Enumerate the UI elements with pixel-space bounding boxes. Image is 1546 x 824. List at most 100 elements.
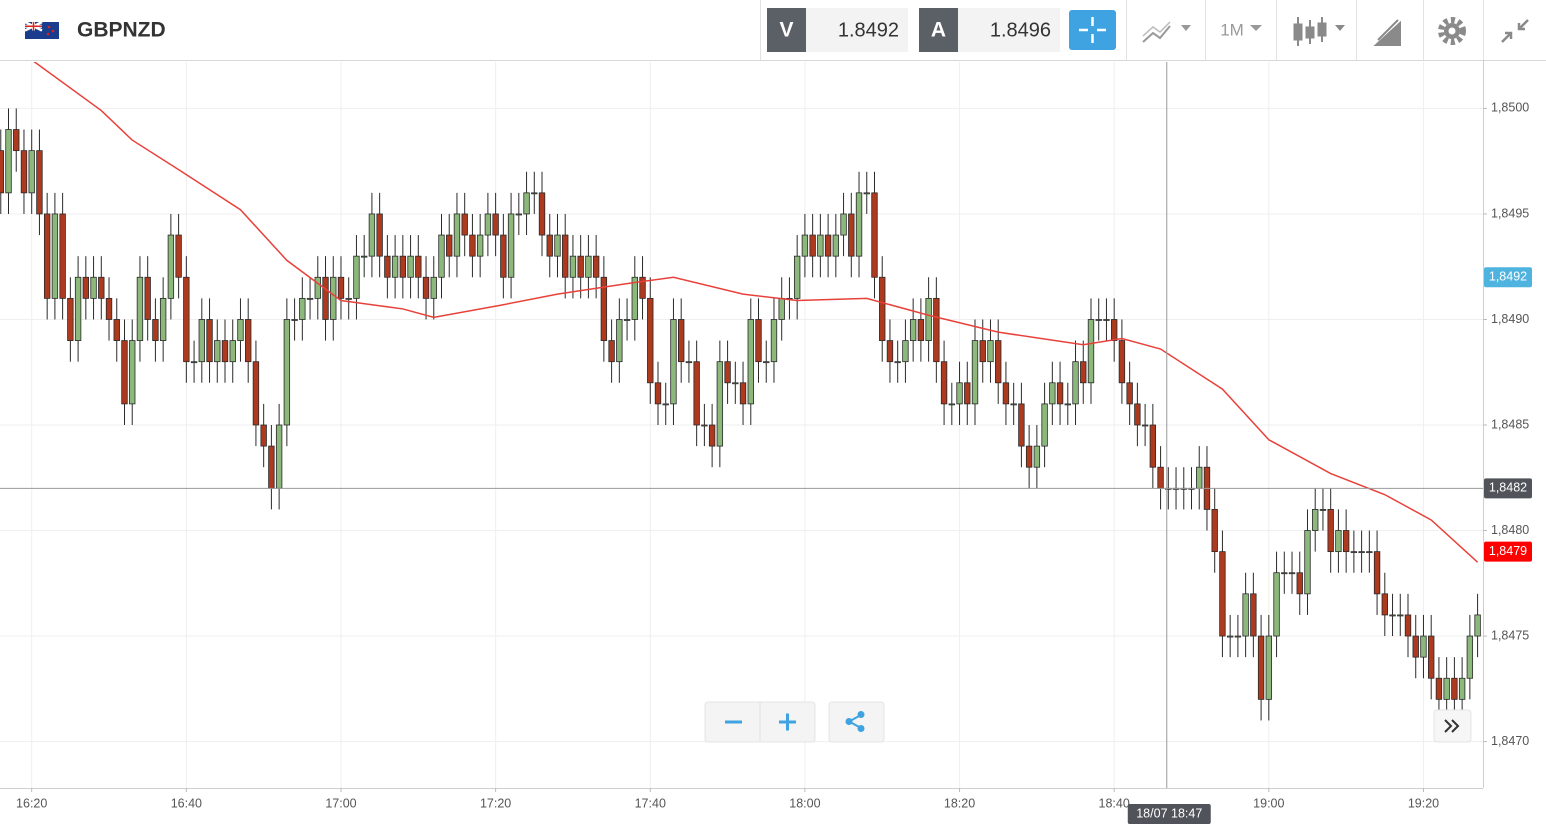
candle-body — [121, 340, 128, 405]
candle-body — [1234, 635, 1242, 638]
candle-body — [1443, 677, 1450, 700]
timeframe-arrow[interactable] — [1250, 25, 1262, 31]
share-button[interactable] — [828, 701, 885, 743]
candle-body — [670, 319, 677, 405]
chart-type-button[interactable] — [1142, 21, 1191, 43]
candle-body — [306, 297, 314, 300]
candle-body — [585, 255, 592, 278]
candle-body — [59, 213, 66, 299]
candle-body — [1474, 614, 1481, 637]
candle-body — [98, 276, 105, 299]
candle-body — [407, 255, 414, 278]
candle-body — [0, 150, 4, 194]
candle-body — [360, 255, 368, 258]
candle-body — [879, 276, 886, 341]
candle-body — [1358, 551, 1365, 554]
candle-body — [453, 213, 461, 257]
candle-body — [925, 297, 932, 341]
candle-body — [1141, 424, 1149, 427]
candle-body — [1257, 635, 1265, 700]
scroll-to-end-button[interactable] — [1433, 709, 1472, 743]
candle-body — [322, 276, 329, 320]
candle-body — [291, 319, 298, 321]
axes: 1,8470 1,8475 1,8480 1,8485 1,8490 1,8495 1,85… — [16, 101, 1532, 824]
price-tag-label: 1,8479 — [1489, 544, 1527, 558]
candle-body — [809, 234, 816, 257]
candle-body — [136, 276, 144, 341]
candle-body — [662, 403, 669, 406]
candle-body — [1373, 551, 1381, 595]
candle-body — [894, 361, 901, 364]
candle-body — [824, 234, 832, 257]
candle-body — [569, 255, 577, 278]
candle-body — [190, 361, 198, 364]
bid-label-box[interactable] — [767, 8, 806, 52]
candle-body — [368, 213, 376, 257]
candle-body — [515, 213, 523, 216]
candle-body — [724, 361, 731, 384]
candle-body — [275, 424, 283, 489]
crosshair-button[interactable] — [1069, 10, 1116, 50]
candle-body — [113, 319, 120, 341]
moving-average — [33, 62, 1479, 563]
bid-box[interactable] — [806, 8, 908, 52]
drawing-button[interactable] — [1373, 19, 1401, 46]
price-tag-label: 1,8492 — [1489, 270, 1527, 284]
candle-body — [1466, 635, 1474, 679]
candle-body — [855, 192, 863, 257]
candle-body — [1304, 530, 1311, 595]
candle-body — [1366, 551, 1373, 554]
candle-body — [1389, 614, 1396, 617]
candle-body — [1219, 551, 1226, 637]
y-tick-label: 1,8470 — [1491, 734, 1529, 748]
candle-body — [1025, 445, 1033, 468]
candle-body — [1049, 382, 1056, 405]
candle-body — [1242, 593, 1249, 637]
candle-body — [438, 234, 445, 278]
collapse-button[interactable] — [1501, 19, 1529, 43]
candle-body — [214, 340, 221, 363]
candle-body — [152, 319, 159, 341]
y-tick-label: 1,8490 — [1491, 312, 1529, 326]
zoom-in-button[interactable] — [779, 713, 796, 731]
candle-body — [1288, 572, 1296, 575]
ask-label-box[interactable] — [919, 8, 958, 52]
ask-price[interactable]: 1.8496 — [990, 19, 1051, 41]
candle-body — [492, 213, 499, 236]
candle-body — [623, 319, 631, 321]
candle-body — [129, 340, 136, 405]
candle-body — [167, 234, 175, 299]
header: GBPNZD V 1.8492 A 1.8496 1M — [0, 0, 1546, 61]
x-tick-label: 16:20 — [16, 796, 47, 810]
ask-label[interactable]: A — [931, 19, 946, 42]
candle-body — [36, 150, 43, 215]
candle-body — [739, 382, 747, 405]
bid-price[interactable]: 1.8492 — [838, 19, 899, 41]
candle-body — [817, 234, 824, 257]
candle-body — [1412, 635, 1419, 658]
candle-body — [1080, 361, 1087, 384]
candle-body — [430, 276, 437, 299]
candle-body — [832, 234, 840, 257]
candle-body — [175, 234, 182, 278]
candle-body — [940, 361, 948, 405]
crosshair-x-label: 18/07 18:47 — [1136, 806, 1202, 820]
toolbar-separators — [760, 0, 1484, 60]
candle-body — [909, 319, 917, 341]
candle-body — [871, 192, 878, 278]
ask-box[interactable] — [958, 8, 1060, 52]
candle-body — [384, 255, 391, 278]
bid-label[interactable]: V — [779, 19, 793, 42]
crosshair-y-tag — [1484, 478, 1532, 499]
symbol: GBPNZD — [77, 19, 166, 42]
plot-area — [0, 62, 1483, 788]
candle-body — [507, 213, 515, 278]
candle-type-button[interactable] — [1293, 17, 1345, 46]
candle-body — [801, 234, 809, 257]
candle-body — [971, 340, 979, 405]
candle-body — [1010, 403, 1017, 406]
timeframe[interactable]: 1M — [1220, 20, 1244, 39]
candle-body — [1273, 572, 1280, 637]
settings-button[interactable] — [1438, 17, 1466, 45]
